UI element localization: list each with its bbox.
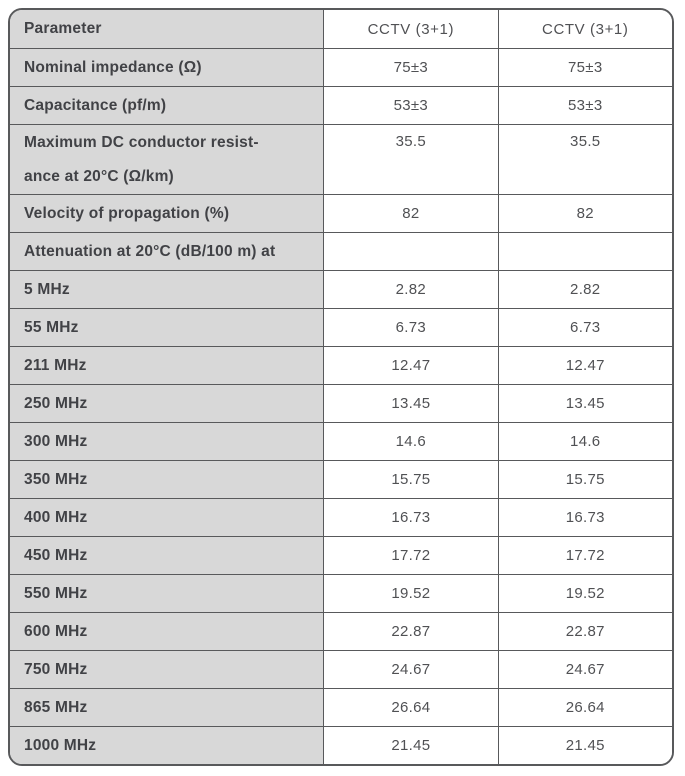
value-cell-2: 24.67	[497, 651, 672, 688]
parameter-cell: 865 MHz	[10, 689, 324, 726]
value-cell-2: 16.73	[497, 499, 672, 536]
table-row-17: 1000 MHz 21.45 21.45	[10, 726, 672, 764]
parameter-cell: 250 MHz	[10, 385, 324, 422]
parameter-cell: 450 MHz	[10, 537, 324, 574]
value-cell-1: 2.82	[323, 271, 498, 308]
parameter-cell: 750 MHz	[10, 651, 324, 688]
parameter-cell: 600 MHz	[10, 613, 324, 650]
table-row-16: 865 MHz 26.64 26.64	[10, 688, 672, 726]
value-cell-1: 24.67	[323, 651, 498, 688]
table-row-15: 750 MHz 24.67 24.67	[10, 650, 672, 688]
value-cell-1: 26.64	[323, 689, 498, 726]
parameter-cell: 5 MHz	[10, 271, 324, 308]
value-cell-2: 75±3	[497, 49, 672, 86]
value-cell-2: 22.87	[497, 613, 672, 650]
table-row-5: 5 MHz 2.82 2.82	[10, 270, 672, 308]
value-cell-2: 53±3	[497, 87, 672, 124]
value-cell-2: 82	[497, 195, 672, 232]
table-row-7: 211 MHz 12.47 12.47	[10, 346, 672, 384]
table-row-8: 250 MHz 13.45 13.45	[10, 384, 672, 422]
column-header-cctv-1: CCTV (3+1)	[323, 10, 498, 48]
value-cell-2: 6.73	[497, 309, 672, 346]
parameter-cell: Nominal impedance (Ω)	[10, 49, 324, 86]
parameter-cell: Maximum DC conductor resist- ance at 20°…	[10, 125, 324, 194]
value-cell-1: 15.75	[323, 461, 498, 498]
parameter-cell: 300 MHz	[10, 423, 324, 460]
value-cell-1: 19.52	[323, 575, 498, 612]
value-cell-1: 16.73	[323, 499, 498, 536]
table-row-12: 450 MHz 17.72 17.72	[10, 536, 672, 574]
parameter-cell: Capacitance (pf/m)	[10, 87, 324, 124]
table-row-3: Velocity of propagation (%) 82 82	[10, 194, 672, 232]
value-cell-1: 12.47	[323, 347, 498, 384]
value-cell-1: 22.87	[323, 613, 498, 650]
spec-table: Parameter CCTV (3+1) CCTV (3+1) Nominal …	[8, 8, 674, 766]
value-cell-1	[323, 233, 498, 270]
table-row-13: 550 MHz 19.52 19.52	[10, 574, 672, 612]
parameter-cell: 350 MHz	[10, 461, 324, 498]
table-row-14: 600 MHz 22.87 22.87	[10, 612, 672, 650]
value-cell-2: 14.6	[497, 423, 672, 460]
table-row-10: 350 MHz 15.75 15.75	[10, 460, 672, 498]
value-cell-2: 21.45	[497, 727, 672, 764]
table-row-1: Capacitance (pf/m) 53±3 53±3	[10, 86, 672, 124]
table-row-6: 55 MHz 6.73 6.73	[10, 308, 672, 346]
value-cell-2	[497, 233, 672, 270]
value-cell-2: 35.5	[497, 125, 672, 194]
parameter-cell: 1000 MHz	[10, 727, 324, 764]
value-cell-2: 17.72	[497, 537, 672, 574]
table-row-0: Nominal impedance (Ω) 75±3 75±3	[10, 48, 672, 86]
value-cell-2: 2.82	[497, 271, 672, 308]
column-header-cctv-2: CCTV (3+1)	[497, 10, 672, 48]
parameter-cell: 400 MHz	[10, 499, 324, 536]
value-cell-1: 14.6	[323, 423, 498, 460]
table-row-4: Attenuation at 20°C (dB/100 m) at	[10, 232, 672, 270]
parameter-cell: 550 MHz	[10, 575, 324, 612]
value-cell-1: 53±3	[323, 87, 498, 124]
value-cell-2: 26.64	[497, 689, 672, 726]
value-cell-1: 82	[323, 195, 498, 232]
value-cell-2: 19.52	[497, 575, 672, 612]
value-cell-2: 13.45	[497, 385, 672, 422]
table-row-2: Maximum DC conductor resist- ance at 20°…	[10, 124, 672, 194]
value-cell-1: 6.73	[323, 309, 498, 346]
parameter-cell: 211 MHz	[10, 347, 324, 384]
value-cell-1: 13.45	[323, 385, 498, 422]
value-cell-1: 35.5	[323, 125, 498, 194]
parameter-cell: 55 MHz	[10, 309, 324, 346]
parameter-cell: Velocity of propagation (%)	[10, 195, 324, 232]
value-cell-1: 75±3	[323, 49, 498, 86]
header-row: Parameter CCTV (3+1) CCTV (3+1)	[10, 10, 672, 48]
parameter-header-cell: Parameter	[10, 10, 324, 48]
parameter-cell: Attenuation at 20°C (dB/100 m) at	[10, 233, 324, 270]
table-row-11: 400 MHz 16.73 16.73	[10, 498, 672, 536]
value-cell-2: 15.75	[497, 461, 672, 498]
value-cell-1: 17.72	[323, 537, 498, 574]
table-row-9: 300 MHz 14.6 14.6	[10, 422, 672, 460]
value-cell-2: 12.47	[497, 347, 672, 384]
value-cell-1: 21.45	[323, 727, 498, 764]
